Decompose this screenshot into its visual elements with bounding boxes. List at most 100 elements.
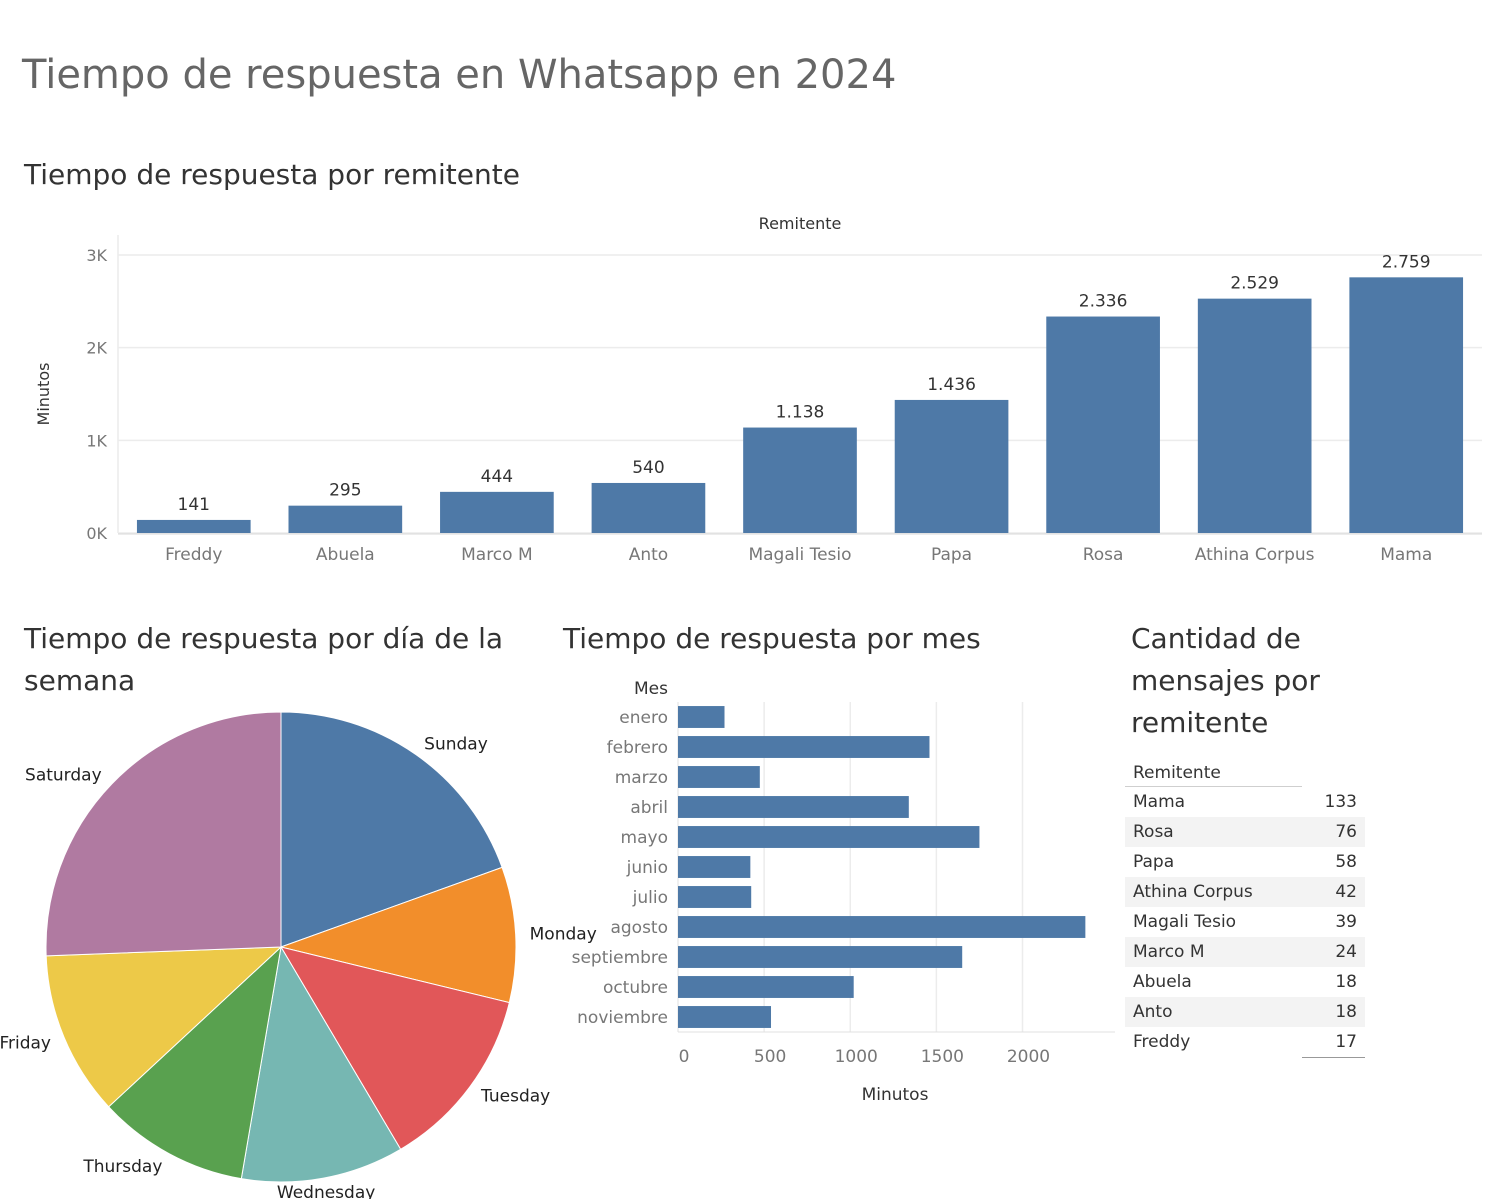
bar-papa (894, 399, 1009, 533)
x-tick-label: 1500 (921, 1047, 964, 1067)
table-cell-count: 18 (1301, 997, 1365, 1027)
table-header-count (1302, 760, 1365, 787)
sender-header: Remitente (759, 214, 842, 233)
y-tick-label: marzo (615, 768, 668, 788)
bar-value-label: 295 (329, 481, 361, 501)
table-cell-count: 76 (1301, 817, 1365, 847)
x-tick-label: 2000 (1007, 1047, 1050, 1067)
table-row: Mama 133 (1125, 787, 1365, 818)
bar-abril (678, 796, 909, 818)
pie-slice-friday (45, 946, 283, 1108)
bar-freddy (136, 519, 251, 533)
pie-slice-tuesday (279, 946, 510, 1150)
x-tick-label: Marco M (461, 545, 533, 565)
bar-magali-tesio (743, 427, 857, 533)
table-row: Marco M 24 (1125, 937, 1365, 967)
table-cell-count: 18 (1335, 972, 1357, 992)
table-cell-count: 42 (1301, 877, 1365, 907)
bar-octubre (678, 976, 854, 998)
y-tick-label: septiembre (572, 948, 668, 968)
pie-slice-saturday (45, 711, 282, 957)
table-cell-remitente: Freddy (1133, 1032, 1191, 1053)
weekday-pie-chart: Sunday Monday Tuesday Wednesday Thursday Frid… (0, 711, 597, 1199)
pie-slice-monday (279, 866, 517, 1004)
bar-anto (591, 482, 706, 533)
bar-mama (1349, 277, 1464, 533)
table-row: Magali Tesio 39 (1125, 907, 1365, 937)
y-tick-label: abril (630, 798, 668, 818)
pie-label-wednesday: Wednesday (277, 1183, 375, 1199)
pie-label-friday: Friday (0, 1033, 51, 1053)
pie-label-thursday: Thursday (82, 1157, 162, 1177)
weekday-chart-title: Tiempo de respuesta por día de la semana (24, 622, 504, 697)
bar-rosa (1046, 316, 1160, 533)
y-tick-label: agosto (610, 918, 668, 938)
y-tick-label: noviembre (577, 1008, 668, 1028)
table-row: Anto 18 (1125, 997, 1365, 1027)
bar-mayo (678, 826, 980, 848)
pie-label-sunday: Sunday (424, 734, 488, 754)
sender-bar-chart: Remitente Minutos 0K 1K 2K 3K 141 Freddy 295 Abue… (34, 214, 1482, 565)
messages-table: Remitente Mama 133 Rosa 76 Papa 58 Athina Corp… (1125, 760, 1365, 1058)
y-tick-label: febrero (607, 738, 668, 758)
y-axis-label: Minutos (34, 363, 53, 426)
month-header: Mes (634, 679, 668, 699)
y-tick-label: julio (632, 888, 668, 908)
table-cell-remitente: Athina Corpus (1125, 877, 1302, 907)
bar-athina-corpus (1197, 298, 1312, 533)
table-header-remitente: Remitente (1125, 760, 1302, 787)
bar-enero (678, 706, 725, 728)
pie-slice-sunday (280, 711, 503, 948)
bar-value-label: 2.336 (1079, 292, 1128, 312)
x-tick-label: Anto (629, 545, 668, 565)
pie-slice-wednesday (240, 945, 402, 1183)
x-tick-label: 500 (754, 1047, 786, 1067)
x-tick-label: Abuela (316, 545, 375, 565)
x-tick-label: Magali Tesio (748, 545, 851, 565)
table-row: Athina Corpus 42 (1125, 877, 1365, 907)
pie-label-saturday: Saturday (25, 765, 102, 785)
table-cell-count: 39 (1335, 912, 1357, 932)
bar-marzo (678, 766, 760, 788)
table-cell-remitente: Marco M (1125, 937, 1302, 967)
bar-marco-m (440, 491, 554, 533)
bar-julio (678, 886, 752, 908)
x-tick-label: 0 (679, 1047, 690, 1067)
bar-value-label: 444 (481, 467, 513, 487)
bar-abuela (288, 505, 403, 533)
x-tick-label: Freddy (165, 545, 222, 565)
table-row: Freddy 17 (1125, 1027, 1365, 1058)
table-cell-remitente: Abuela (1133, 972, 1192, 992)
y-tick-label: 1K (86, 431, 107, 450)
table-cell-remitente: Rosa (1125, 817, 1302, 847)
x-tick-label: Mama (1380, 545, 1432, 565)
table-row: Abuela 18 (1125, 967, 1365, 997)
pie-label-monday: Monday (530, 925, 597, 945)
bar-agosto (678, 916, 1086, 938)
y-tick-label: 3K (86, 246, 107, 265)
bar-value-label: 2.759 (1382, 252, 1431, 272)
x-tick-label: Papa (931, 545, 972, 565)
y-tick-label: 2K (86, 339, 107, 358)
pie-label-tuesday: Tuesday (480, 1086, 550, 1106)
x-tick-label: Rosa (1083, 545, 1124, 565)
month-bar-chart: Mes 0 500 1000 1500 2000 Minutos enero febrero ma… (572, 679, 1115, 1105)
table-cell-remitente: Mama (1133, 792, 1186, 812)
table-cell-remitente: Anto (1125, 997, 1302, 1027)
bar-noviembre (678, 1006, 772, 1028)
bar-febrero (678, 736, 930, 758)
y-tick-label: enero (619, 708, 668, 728)
month-chart-title: Tiempo de respuesta por mes (563, 622, 981, 655)
bar-value-label: 2.529 (1230, 274, 1279, 294)
pie-slice-thursday (107, 945, 282, 1180)
table-cell-remitente: Papa (1133, 852, 1175, 872)
bar-value-label: 540 (632, 458, 664, 478)
y-tick-label: junio (626, 858, 668, 878)
bar-value-label: 1.138 (776, 403, 825, 423)
bar-value-label: 141 (178, 495, 210, 515)
table-title: Cantidad de mensajes por remitente (1131, 622, 1320, 739)
table-row: Papa 58 (1125, 847, 1365, 877)
y-tick-label: 0K (86, 524, 107, 543)
table-row: Rosa 76 (1125, 817, 1365, 847)
bar-value-label: 1.436 (927, 375, 976, 395)
